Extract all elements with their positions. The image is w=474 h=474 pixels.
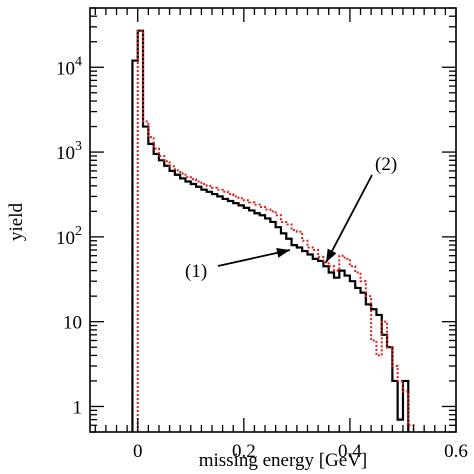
annotation-label-1: (1) — [185, 261, 207, 282]
series-2-bin — [223, 192, 228, 432]
annotation-arrow-2 — [325, 174, 373, 263]
series-2-bin — [154, 149, 159, 432]
series-2-bin — [345, 259, 350, 432]
series-2-bin — [196, 181, 201, 432]
annotation-arrow-1 — [217, 247, 291, 267]
y-tick-exponent: 2 — [75, 224, 82, 239]
series-2-bin — [392, 366, 397, 432]
series-2-bin — [371, 340, 376, 432]
annotation-label-2: (2) — [375, 154, 397, 175]
series-2-bin — [170, 166, 175, 432]
series-2-bin — [201, 184, 206, 432]
series-2-bin — [361, 281, 366, 432]
series-2-line — [136, 29, 415, 432]
series-2-bin — [228, 194, 233, 432]
y-tick-base: 10 — [56, 143, 75, 164]
y-tick-base: 10 — [63, 313, 82, 334]
y-axis-label: yield — [6, 203, 27, 241]
series-2-bin — [313, 250, 318, 432]
series-2-bin — [318, 257, 323, 432]
series-2-bin — [239, 198, 244, 432]
annotations-layer: (1) (2) — [185, 154, 397, 282]
series-2-bin — [276, 215, 281, 432]
series-2-bin — [244, 200, 249, 432]
series-layer — [131, 29, 415, 432]
y-tick-label: 10 — [63, 313, 82, 334]
series-2-bin — [164, 161, 169, 432]
y-tick-label: 102 — [56, 224, 82, 249]
series-2-bin — [217, 190, 222, 432]
y-tick-label: 104 — [56, 54, 82, 79]
x-tick-label: 0.6 — [444, 441, 468, 462]
series-2-bin — [143, 121, 148, 432]
series-2 — [136, 29, 415, 432]
y-tick-exponent: 3 — [75, 139, 82, 154]
series-2-bin — [382, 322, 387, 432]
x-axis-label: missing energy [GeV] — [199, 450, 368, 471]
series-2-bin — [138, 31, 143, 432]
series-2-bin — [180, 173, 185, 432]
series-1 — [131, 29, 410, 432]
series-2-bin — [191, 179, 196, 432]
x-tick-label: 0.2 — [232, 441, 256, 462]
series-2-bin — [307, 247, 312, 432]
axes-layer — [89, 7, 457, 433]
x-tick-label: 0 — [133, 441, 143, 462]
series-2-bin — [270, 211, 275, 432]
series-2-bin — [249, 202, 254, 432]
series-2-bin — [355, 273, 360, 432]
series-2-bin — [159, 156, 164, 432]
series-2-bin — [302, 241, 307, 432]
series-2-bin — [212, 188, 217, 432]
series-2-bin — [350, 266, 355, 432]
series-2-bin — [148, 137, 153, 432]
plot-frame — [89, 7, 457, 433]
series-2-bin — [403, 392, 408, 432]
series-2-bin — [339, 256, 344, 432]
series-2-bin — [175, 170, 180, 432]
series-2-bin — [265, 210, 270, 432]
series-2-bin — [297, 232, 302, 432]
series-2-bin — [334, 271, 339, 432]
x-tick-label: 0.4 — [338, 441, 362, 462]
series-2-bin — [323, 262, 328, 432]
y-tick-base: 1 — [73, 397, 83, 418]
series-2-bin — [366, 296, 371, 432]
series-2-bin — [185, 177, 190, 432]
series-1-line — [131, 29, 410, 432]
y-tick-base: 10 — [56, 228, 75, 249]
y-tick-exponent: 4 — [75, 54, 82, 69]
series-2-bin — [408, 425, 413, 432]
series-2-bin — [329, 266, 334, 432]
y-tick-label: 103 — [56, 139, 82, 164]
series-2-bin — [286, 224, 291, 432]
series-2-bin — [254, 205, 259, 432]
series-2-bin — [292, 230, 297, 432]
series-2-bin — [260, 207, 265, 432]
y-tick-label: 1 — [73, 397, 83, 418]
series-2-bin — [387, 347, 392, 432]
series-2-bin — [398, 381, 403, 432]
series-2-bin — [233, 196, 238, 432]
y-tick-base: 10 — [56, 58, 75, 79]
series-2-bin — [207, 186, 212, 432]
series-2-bin — [376, 355, 381, 432]
